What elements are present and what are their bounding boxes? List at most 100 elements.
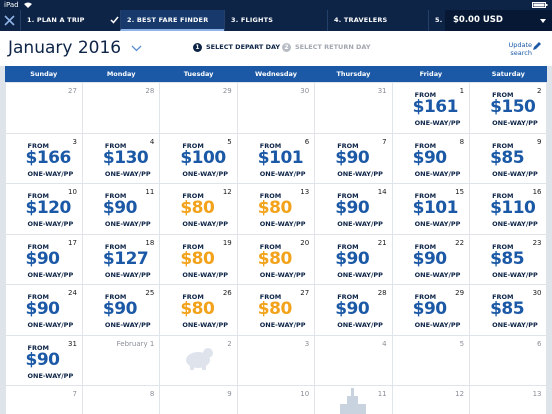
nav-step[interactable]: 5. S: [428, 10, 445, 31]
day-cell[interactable]: 2 FROM $150 ONE-WAY/PP: [470, 83, 547, 133]
nav-step[interactable]: 3. FLIGHTS: [224, 10, 327, 31]
day-cell[interactable]: 14 FROM $90 ONE-WAY/PP: [315, 184, 392, 234]
step-number: 1: [193, 43, 202, 52]
day-number: 3: [304, 339, 310, 348]
day-cell[interactable]: 27 FROM $80 ONE-WAY/PP: [237, 285, 315, 335]
day-cell[interactable]: 9 FROM $85 ONE-WAY/PP: [470, 133, 547, 183]
day-cell[interactable]: 4 FROM $130 ONE-WAY/PP: [82, 133, 160, 183]
day-cell[interactable]: 7 FROM $90 ONE-WAY/PP: [315, 133, 392, 183]
fare-type: ONE-WAY/PP: [492, 169, 538, 178]
nav-step[interactable]: 4. TRAVELERS: [327, 10, 428, 31]
day-number: 9: [227, 390, 232, 398]
weekday-label: Tuesday: [183, 70, 214, 78]
from-label: FROM: [492, 192, 514, 200]
day-cell[interactable]: 28 FROM $90 ONE-WAY/PP: [315, 285, 392, 335]
fare-type: ONE-WAY/PP: [492, 220, 538, 228]
day-cell[interactable]: 31 FROM $90 ONE-WAY/PP: [5, 335, 82, 385]
day-cell[interactable]: 29 FROM $90 ONE-WAY/PP: [392, 285, 470, 335]
day-cell[interactable]: 25 FROM $90 ONE-WAY/PP: [82, 285, 160, 335]
update-search[interactable]: Update search: [508, 41, 532, 57]
day-number: 30: [532, 289, 542, 297]
fare-price: $100: [180, 147, 226, 168]
day-cell: 9: [160, 386, 237, 414]
day-cell[interactable]: 6 FROM $101 ONE-WAY/PP: [237, 133, 315, 183]
day-cell[interactable]: 18 FROM $127 ONE-WAY/PP: [82, 234, 160, 284]
day-cell[interactable]: 26 FROM $80 ONE-WAY/PP: [160, 285, 237, 335]
day-cell[interactable]: 23 FROM $85 ONE-WAY/PP: [470, 234, 547, 284]
from-label: FROM: [414, 91, 437, 99]
fare-price: $90: [102, 299, 138, 319]
fare-type: ONE-WAY/PP: [104, 220, 151, 228]
day-cell[interactable]: 3 FROM $166 ONE-WAY/PP: [5, 133, 82, 183]
day-number: 3: [72, 137, 77, 146]
month-chevron: [131, 45, 141, 51]
nav-step[interactable]: 1. PLAN A TRIP: [20, 10, 120, 31]
from-label: FROM: [27, 141, 49, 150]
day-cell: 4: [315, 335, 392, 385]
fare-type: ONE-WAY/PP: [337, 169, 383, 178]
fare-price: $110: [490, 198, 536, 218]
fare-price: $80: [257, 299, 293, 319]
day-cell[interactable]: 10 FROM $120 ONE-WAY/PP: [5, 184, 82, 234]
fare-type: ONE-WAY/PP: [337, 220, 383, 228]
day-number: 23: [532, 238, 542, 247]
from-label: FROM: [414, 192, 437, 200]
day-cell[interactable]: 1 FROM $161 ONE-WAY/PP: [392, 83, 470, 133]
fare-price: $101: [257, 147, 304, 168]
day-cell[interactable]: 21 FROM $90 ONE-WAY/PP: [315, 234, 392, 284]
day-number: February 1: [116, 339, 155, 348]
close-button[interactable]: [4, 15, 15, 26]
nav-step[interactable]: 2. BEST FARE FINDER: [120, 10, 224, 31]
day-number: 18: [145, 238, 155, 247]
total-price[interactable]: $0.00 USD: [445, 10, 552, 31]
fare-type: ONE-WAY/PP: [27, 169, 74, 178]
fare-price: $90: [412, 248, 448, 269]
dropdown-caret: [540, 19, 546, 23]
from-label: FROM: [27, 293, 49, 301]
day-number: 15: [455, 188, 465, 196]
day-cell: 13: [470, 386, 547, 414]
weekday-label: Saturday: [491, 70, 525, 78]
day-cell[interactable]: 20 FROM $80 ONE-WAY/PP: [237, 234, 315, 284]
day-cell[interactable]: 30 FROM $85 ONE-WAY/PP: [470, 285, 547, 335]
day-number: 2: [227, 339, 232, 348]
from-label: FROM: [492, 141, 514, 150]
day-number: 9: [537, 137, 542, 146]
day-cell[interactable]: 24 FROM $90 ONE-WAY/PP: [5, 285, 82, 335]
fare-price: $90: [335, 299, 370, 319]
month-selector[interactable]: January 2016: [8, 38, 142, 58]
day-number: 26: [222, 289, 232, 297]
fare-price: $120: [25, 198, 72, 218]
day-number: 31: [68, 339, 77, 348]
weekday-label: Thursday: [336, 70, 371, 78]
day-number: 14: [377, 188, 387, 196]
day-number: 21: [377, 238, 387, 247]
day-cell[interactable]: 13 FROM $80 ONE-WAY/PP: [237, 184, 315, 234]
day-cell[interactable]: 11 FROM $90 ONE-WAY/PP: [82, 184, 160, 234]
battery-icon: [532, 2, 548, 8]
fare-type: ONE-WAY/PP: [492, 321, 538, 329]
fare-price: $90: [335, 198, 370, 218]
wifi-icon: [24, 2, 32, 8]
day-number: 6: [537, 339, 542, 348]
day-cell[interactable]: 19 FROM $80 ONE-WAY/PP: [160, 234, 237, 284]
day-cell[interactable]: 12 FROM $80 ONE-WAY/PP: [160, 184, 237, 234]
day-cell[interactable]: 16 FROM $110 ONE-WAY/PP: [470, 184, 547, 234]
day-cell[interactable]: 17 FROM $90 ONE-WAY/PP: [5, 234, 82, 284]
fare-price: $90: [25, 299, 61, 319]
calendar-header: January 2016 1 SELECT DEPART DAY 2 SELECT …: [0, 31, 552, 66]
from-label: FROM: [414, 141, 437, 150]
day-number: 28: [377, 289, 387, 297]
from-label: FROM: [414, 242, 437, 251]
fare-type: ONE-WAY/PP: [27, 321, 74, 329]
fare-price: $80: [180, 248, 215, 269]
day-cell[interactable]: 15 FROM $101 ONE-WAY/PP: [392, 184, 470, 234]
from-label: FROM: [337, 192, 359, 200]
day-cell: 10: [237, 386, 315, 414]
day-cell[interactable]: 8 FROM $90 ONE-WAY/PP: [392, 133, 470, 183]
from-label: FROM: [182, 242, 204, 251]
fare-price: $90: [25, 248, 61, 269]
day-cell[interactable]: 5 FROM $100 ONE-WAY/PP: [160, 133, 237, 183]
from-label: FROM: [104, 192, 127, 200]
day-cell[interactable]: 22 FROM $90 ONE-WAY/PP: [392, 234, 470, 284]
